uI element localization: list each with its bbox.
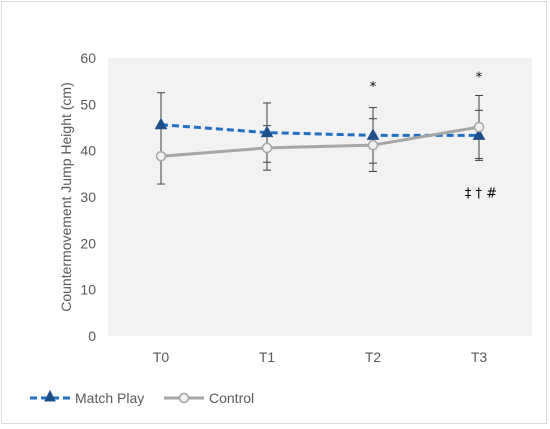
- plot-area: [108, 58, 532, 336]
- y-tick-label: 60: [80, 50, 96, 66]
- significance-annotation: *: [370, 80, 377, 95]
- significance-annotation: ‡ † #: [465, 186, 497, 201]
- y-tick-label: 40: [80, 143, 96, 159]
- control-point: [155, 150, 167, 162]
- match-play-point: [366, 128, 380, 140]
- y-axis-label: Countermovement Jump Height (cm): [58, 82, 74, 312]
- x-tick-label: T3: [471, 349, 488, 365]
- control-series-line: [160, 125, 480, 158]
- legend-control-label: Control: [209, 390, 254, 406]
- match-play-point: [472, 128, 486, 140]
- y-tick-label: 0: [88, 328, 96, 344]
- match-play-point: [154, 117, 168, 130]
- x-tick-label: T2: [365, 349, 382, 365]
- control-point: [367, 139, 379, 151]
- significance-annotation: *: [476, 71, 483, 86]
- match-play-point: [260, 125, 274, 138]
- y-tick-label: 50: [80, 96, 96, 112]
- chart-frame: 0 10 20 30 40 50 60 T0 T1 T2 T3 Countermovement Ju…: [1, 1, 547, 424]
- legend: Match Play Control: [30, 389, 254, 406]
- legend-match-play-marker: [44, 389, 56, 402]
- legend-control-marker: [178, 392, 190, 404]
- control-point: [473, 121, 485, 133]
- y-tick-label: 30: [80, 189, 96, 205]
- legend-match-play-label: Match Play: [75, 390, 144, 406]
- x-tick-label: T0: [153, 349, 170, 365]
- y-tick-label: 10: [80, 282, 96, 298]
- x-tick-label: T1: [259, 349, 276, 365]
- control-point: [261, 142, 273, 154]
- y-tick-label: 20: [80, 235, 96, 251]
